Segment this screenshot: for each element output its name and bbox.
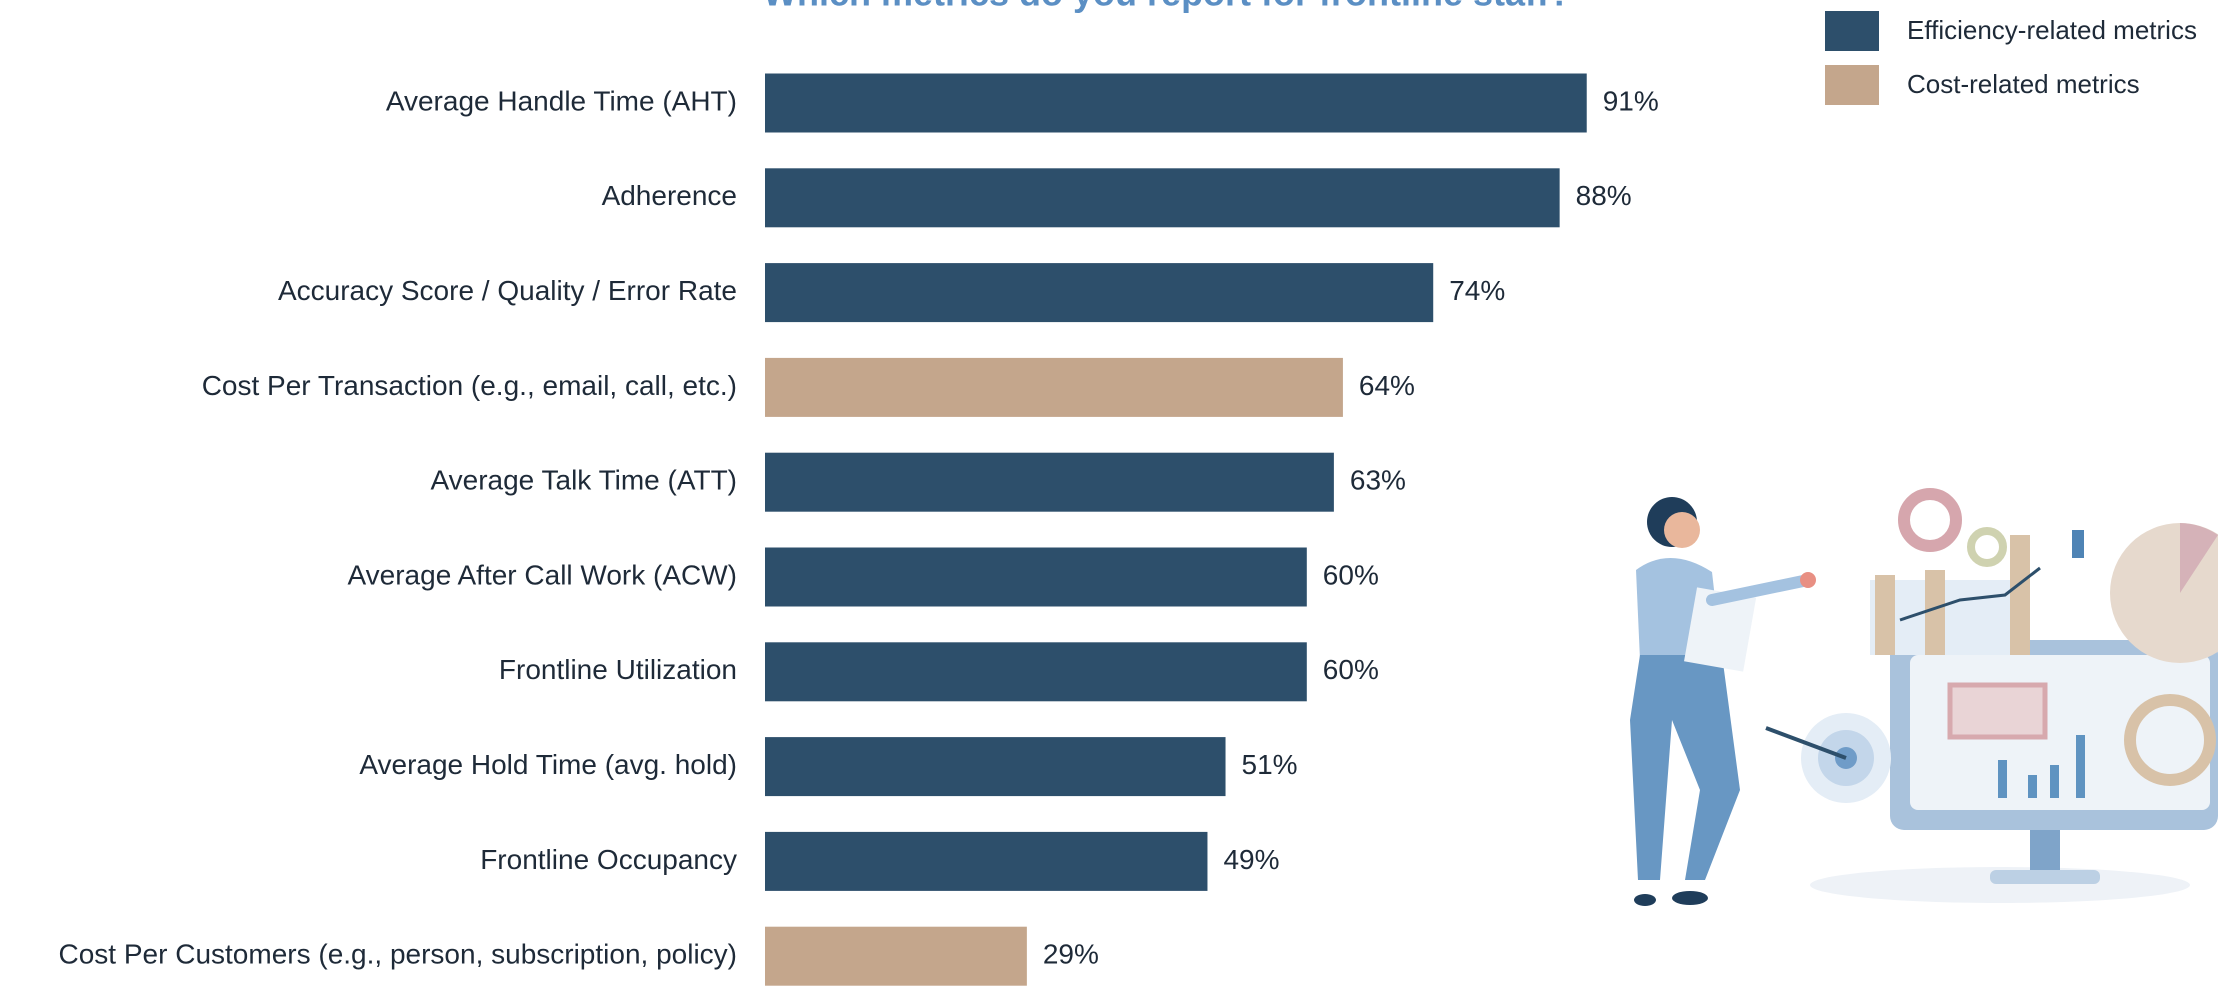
bar [765, 73, 1587, 133]
bar [765, 547, 1307, 607]
y-tick-label: Average Hold Time (avg. hold) [359, 749, 737, 780]
value-label: 64% [1359, 370, 1415, 401]
bar [765, 737, 1226, 797]
y-tick-label: Frontline Utilization [499, 654, 737, 685]
legend-swatch [1825, 11, 1879, 51]
bar [765, 642, 1307, 702]
value-label: 63% [1350, 465, 1406, 496]
value-label: 91% [1603, 85, 1659, 116]
value-label: 29% [1043, 939, 1099, 970]
y-tick-label: Cost Per Customers (e.g., person, subscr… [59, 939, 737, 970]
y-tick-label: Frontline Occupancy [480, 844, 737, 875]
y-tick-label: Average Handle Time (AHT) [386, 85, 737, 116]
legend-label: Efficiency-related metrics [1907, 15, 2197, 45]
value-label: 74% [1449, 275, 1505, 306]
y-tick-label: Accuracy Score / Quality / Error Rate [278, 275, 737, 306]
bar [765, 831, 1208, 891]
value-label: 60% [1323, 654, 1379, 685]
chart-title: Which metrics do you report for frontlin… [763, 0, 1571, 14]
bar [765, 357, 1343, 417]
y-tick-label: Average After Call Work (ACW) [347, 559, 737, 590]
bar [765, 168, 1560, 228]
y-tick-label: Cost Per Transaction (e.g., email, call,… [202, 370, 737, 401]
illustration [1630, 488, 2218, 906]
value-label: 60% [1323, 559, 1379, 590]
bar [765, 452, 1334, 512]
y-tick-label: Adherence [602, 180, 737, 211]
bar [765, 926, 1027, 986]
value-label: 49% [1223, 844, 1279, 875]
y-tick-label: Average Talk Time (ATT) [430, 465, 737, 496]
value-label: 88% [1576, 180, 1632, 211]
legend-label: Cost-related metrics [1907, 69, 2140, 99]
value-label: 51% [1242, 749, 1298, 780]
legend-swatch [1825, 65, 1879, 105]
bar [765, 263, 1434, 323]
